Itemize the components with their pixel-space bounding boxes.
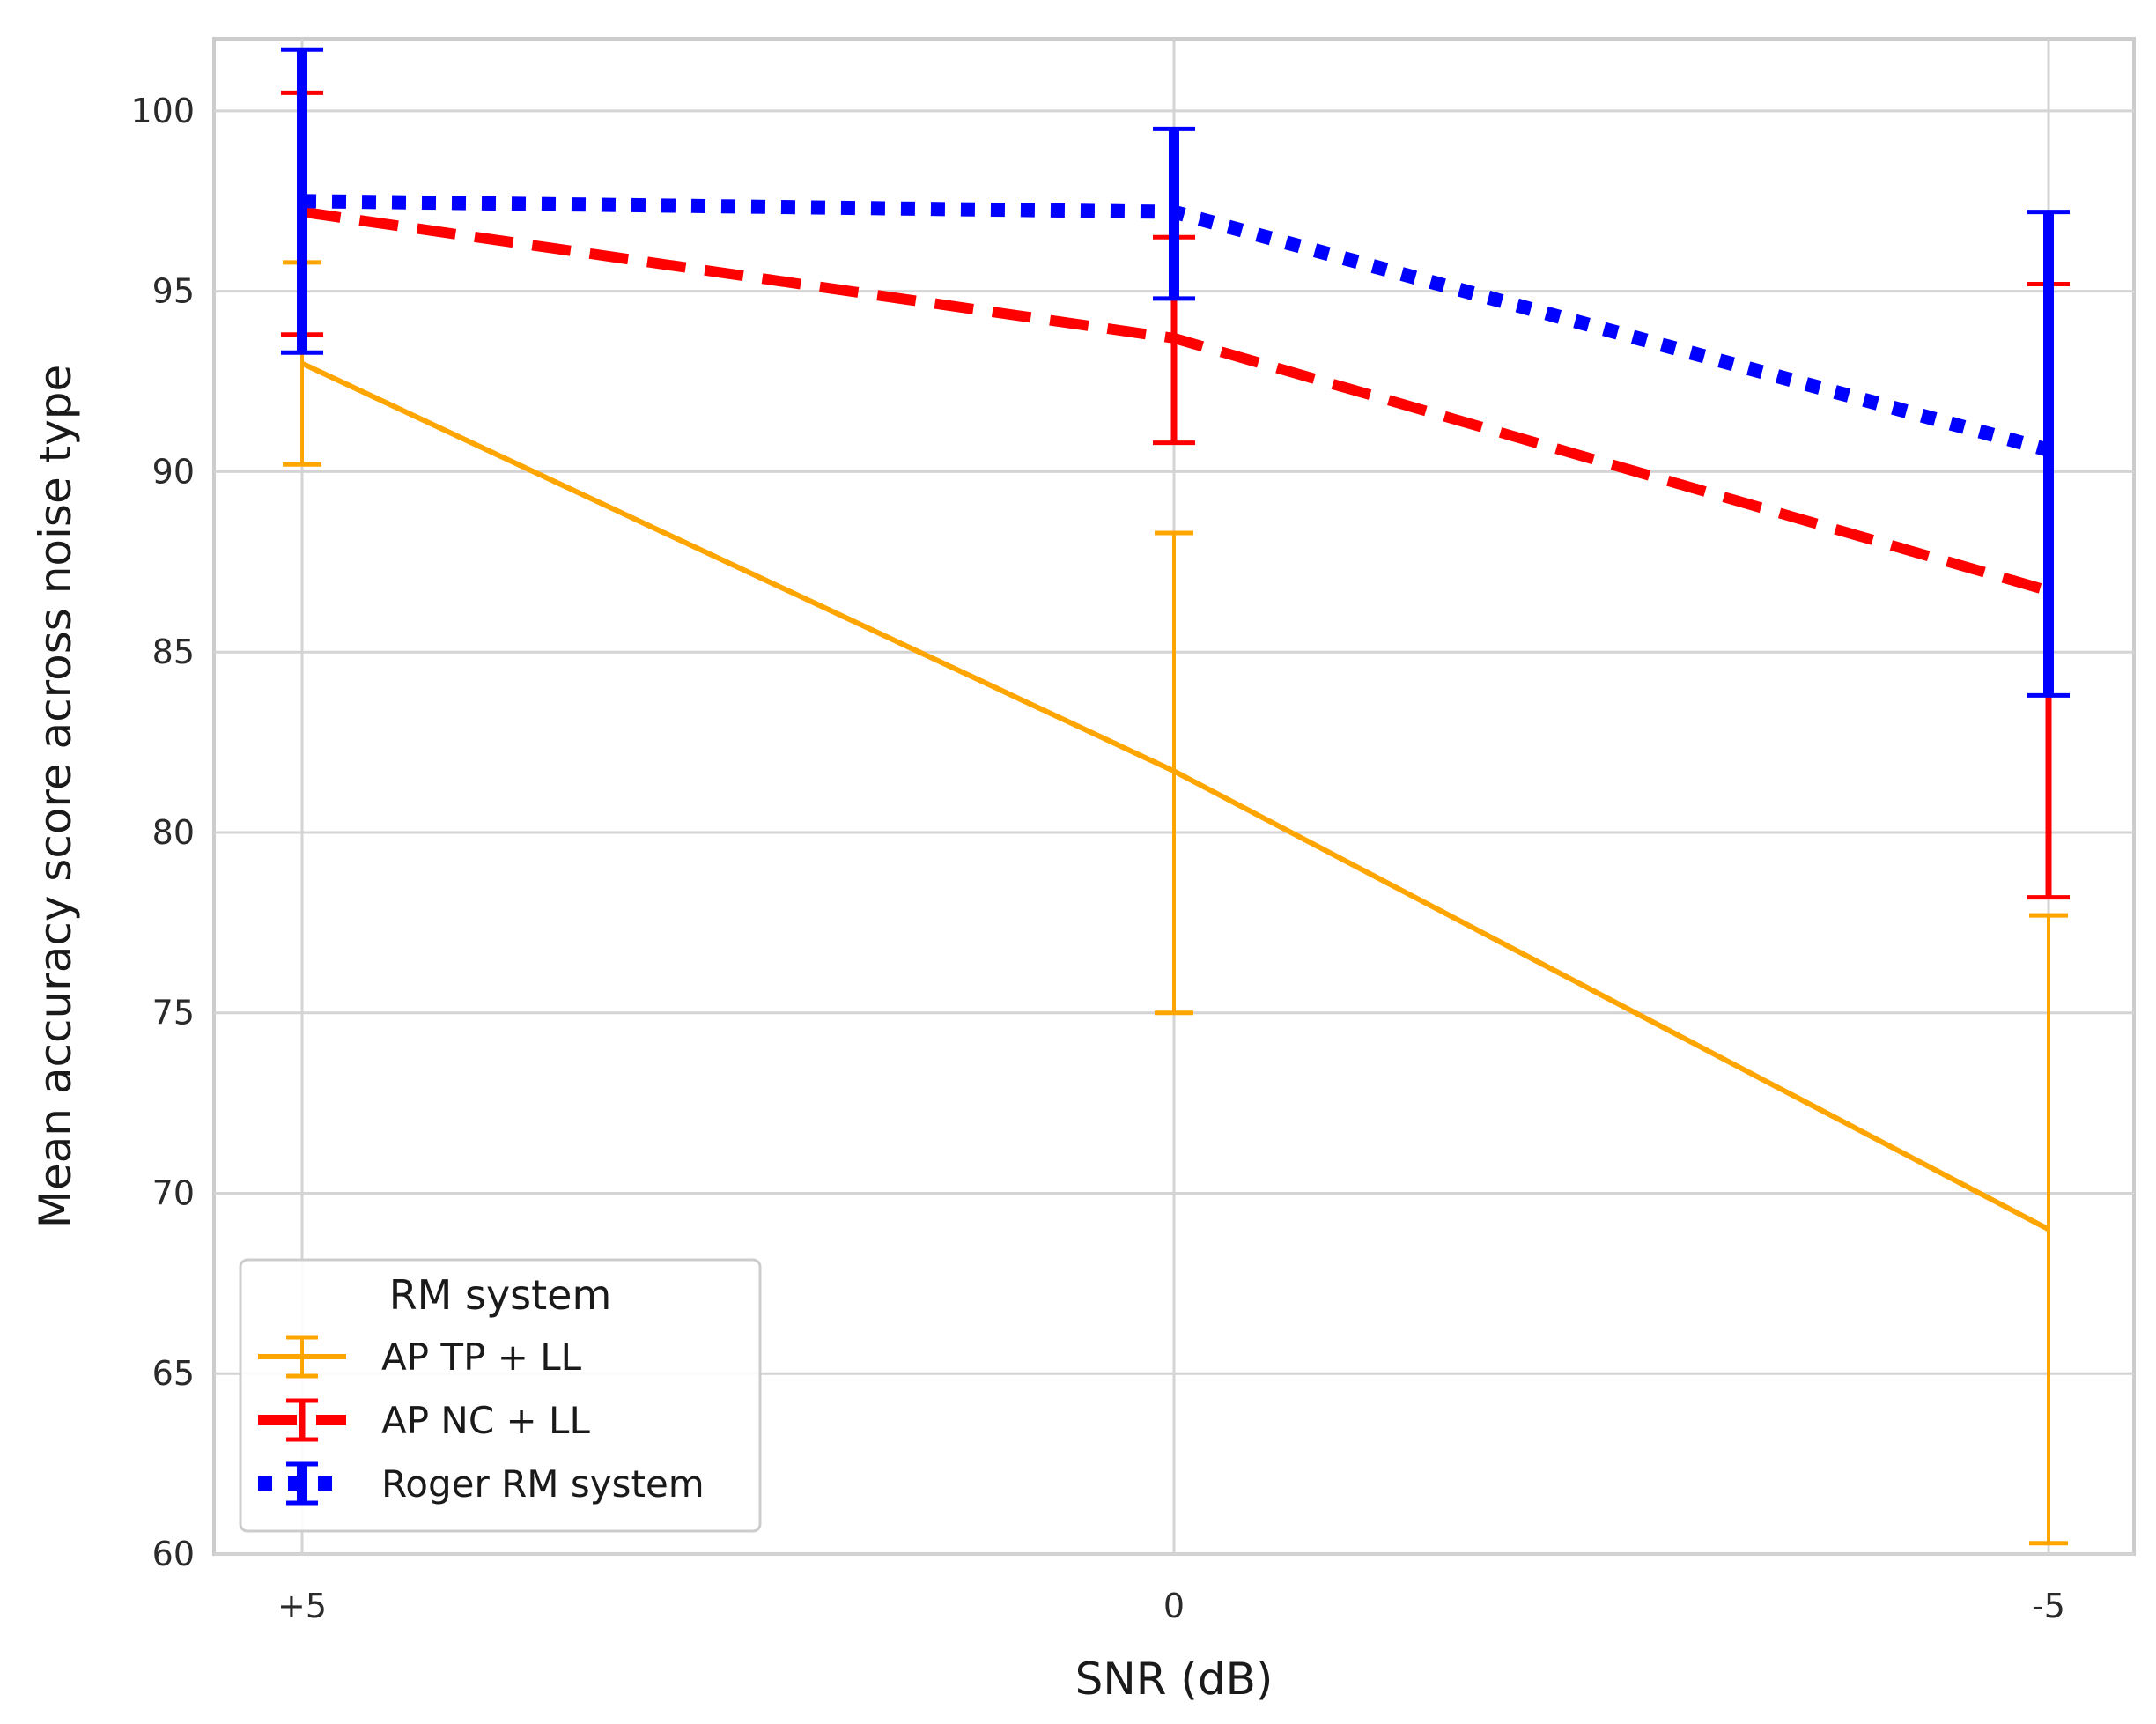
- y-ticks: 60 65 70 75 80 85 90 95 100: [130, 92, 195, 1573]
- legend-label: AP TP + LL: [381, 1336, 582, 1379]
- y-tick-label: 60: [152, 1535, 195, 1573]
- y-tick-label: 75: [152, 994, 195, 1032]
- legend-label: Roger RM system: [381, 1462, 705, 1506]
- y-tick-label: 70: [152, 1173, 195, 1212]
- legend: RM system AP TP + LL AP NC + LL Roger RM s…: [239, 1258, 762, 1533]
- legend-item: AP NC + LL: [258, 1398, 590, 1442]
- series-line: [301, 206, 2050, 596]
- legend-label: AP NC + LL: [381, 1399, 590, 1442]
- series-layer: [281, 47, 2070, 1546]
- x-tick-label: 0: [1163, 1587, 1185, 1625]
- series-1: [283, 260, 2068, 1546]
- series-3: [281, 47, 2070, 698]
- y-tick-label: 100: [130, 92, 195, 130]
- x-tick-label: +5: [277, 1587, 327, 1625]
- y-tick-label: 95: [152, 272, 195, 311]
- series-line: [301, 194, 2051, 457]
- series-line: [300, 360, 2050, 1232]
- legend-item: Roger RM system: [258, 1461, 705, 1506]
- x-axis-label: SNR (dB): [1075, 1654, 1274, 1705]
- legend-box: [239, 1258, 762, 1533]
- x-ticks: +5 0 -5: [277, 1587, 2065, 1625]
- y-tick-label: 90: [152, 452, 195, 491]
- legend-item: AP TP + LL: [258, 1335, 582, 1379]
- y-tick-label: 80: [152, 813, 195, 852]
- y-tick-label: 65: [152, 1354, 195, 1393]
- y-tick-label: 85: [152, 633, 195, 671]
- legend-items: AP TP + LL AP NC + LL Roger RM system: [258, 1335, 705, 1506]
- x-tick-label: -5: [2032, 1587, 2065, 1625]
- legend-title: RM system: [389, 1271, 612, 1319]
- y-axis-label: Mean accuracy score across noise type: [30, 365, 81, 1229]
